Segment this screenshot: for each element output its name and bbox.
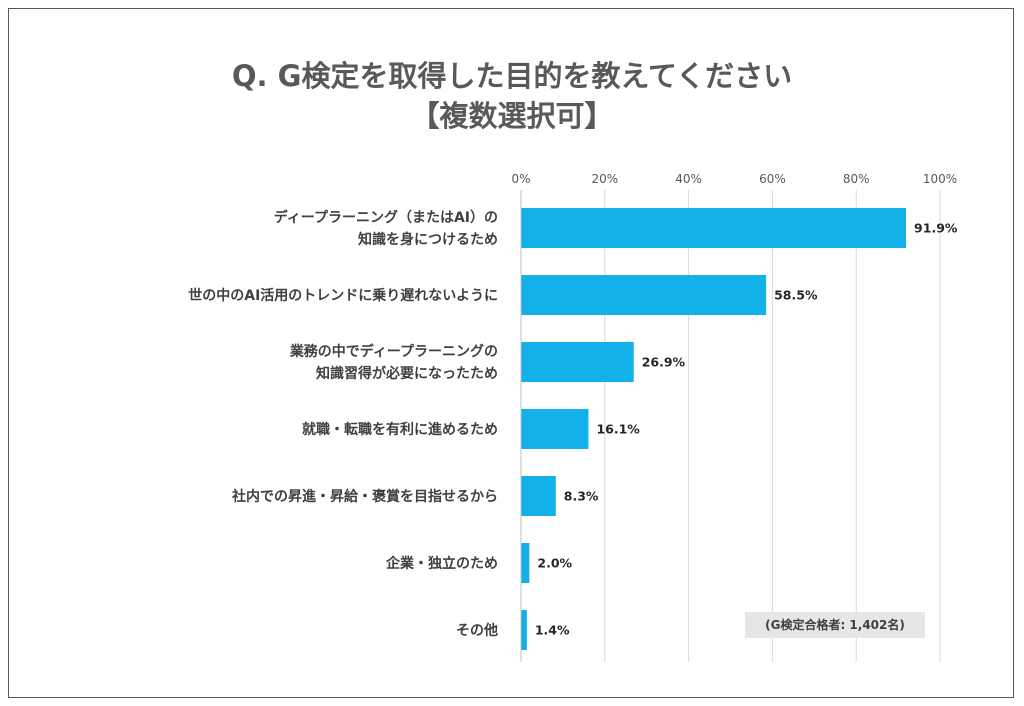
x-tick-label: 100% [923, 172, 957, 186]
category-label: 世の中のAI活用のトレンドに乗り遅れないように [188, 287, 498, 304]
bar [521, 409, 589, 449]
bar [521, 476, 556, 516]
category-label: 業務の中でディープラーニングの [289, 343, 498, 360]
x-tick-label: 40% [675, 172, 702, 186]
data-label: 1.4% [535, 623, 570, 638]
category-label: 企業・独立のため [385, 555, 498, 572]
data-label: 16.1% [596, 422, 640, 437]
sample-note: (G検定合格者: 1,402名) [745, 612, 925, 638]
data-label: 91.9% [914, 221, 958, 236]
data-label: 58.5% [774, 288, 818, 303]
chart-subtitle: 【複数選択可】 [410, 99, 614, 133]
category-label: 知識を身につけるため [358, 231, 498, 248]
data-label: 2.0% [537, 556, 572, 571]
bar [521, 342, 634, 382]
category-label: 知識習得が必要になったため [316, 365, 498, 382]
category-label: 社内での昇進・昇給・褒賞を目指せるから [231, 488, 498, 505]
x-tick-label: 60% [759, 172, 786, 186]
data-label: 8.3% [564, 489, 599, 504]
x-tick-label: 0% [511, 172, 530, 186]
bar [521, 543, 530, 583]
x-tick-label: 80% [843, 172, 870, 186]
chart-frame [8, 8, 1014, 698]
x-tick-label: 20% [591, 172, 618, 186]
bar [521, 275, 767, 315]
chart-title: Q. G検定を取得した目的を教えてください [231, 59, 793, 93]
bar [521, 208, 907, 248]
category-label: その他 [456, 622, 498, 639]
category-label: 就職・転職を有利に進めるため [302, 421, 498, 438]
bar [521, 610, 527, 650]
data-label: 26.9% [642, 355, 686, 370]
category-label: ディープラーニング（またはAI）の [274, 209, 498, 226]
